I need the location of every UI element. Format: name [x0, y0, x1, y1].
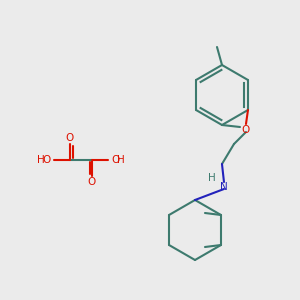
Text: O: O	[43, 155, 51, 165]
Text: O: O	[88, 177, 96, 187]
Text: O: O	[242, 125, 250, 135]
Text: O: O	[66, 133, 74, 143]
Text: H: H	[37, 155, 45, 165]
Text: H: H	[208, 173, 216, 183]
Text: N: N	[220, 182, 228, 192]
Text: H: H	[117, 155, 125, 165]
Text: O: O	[111, 155, 119, 165]
